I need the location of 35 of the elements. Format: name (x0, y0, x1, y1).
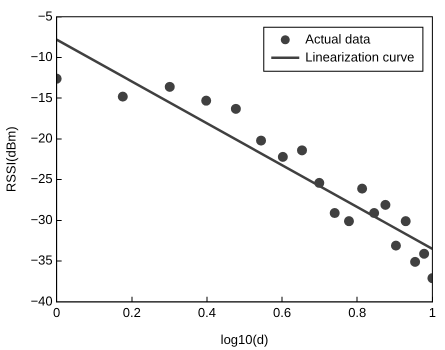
y-tick-label: −15 (30, 90, 53, 105)
y-tick-label: −25 (30, 171, 53, 186)
point (201, 96, 212, 106)
x-tick-label: 0.8 (348, 305, 366, 320)
x-axis-title: log10(d) (220, 332, 268, 347)
legend-label: Actual data (305, 31, 372, 46)
x-tick-label: 0 (53, 305, 60, 320)
point (164, 82, 175, 92)
x-tick-label: 0.2 (122, 305, 141, 320)
legend-label: Linearization curve (305, 49, 414, 64)
point (390, 240, 401, 251)
point (369, 208, 380, 218)
y-tick-label: −40 (30, 293, 53, 308)
x-tick-label: 0.4 (198, 305, 216, 320)
y-tick-label: −10 (30, 49, 53, 64)
x-tick-label: 1 (428, 305, 436, 320)
point (380, 200, 390, 210)
point (410, 256, 420, 267)
y-tick-label: −20 (30, 130, 53, 146)
point (230, 104, 241, 114)
y-tick-label: −30 (30, 212, 53, 227)
point (400, 216, 411, 226)
point (314, 178, 324, 188)
point (278, 152, 288, 162)
point (118, 92, 128, 102)
point (357, 184, 368, 194)
point (297, 145, 308, 156)
point (344, 216, 354, 226)
y-tick-label: −5 (38, 8, 53, 24)
y-tick-label: −35 (30, 252, 53, 268)
point (419, 248, 430, 259)
x-tick-label: 0.6 (273, 305, 292, 320)
y-axis-title: RSSI(dBm) (3, 126, 18, 192)
point (256, 136, 266, 146)
point (330, 208, 340, 218)
